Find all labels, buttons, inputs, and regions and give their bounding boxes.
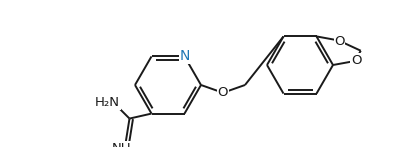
Text: O: O — [218, 86, 228, 100]
Text: H₂N: H₂N — [95, 96, 120, 109]
Text: O: O — [351, 54, 361, 66]
Text: N: N — [179, 49, 190, 63]
Text: O: O — [334, 35, 345, 48]
Text: NH: NH — [112, 142, 131, 147]
